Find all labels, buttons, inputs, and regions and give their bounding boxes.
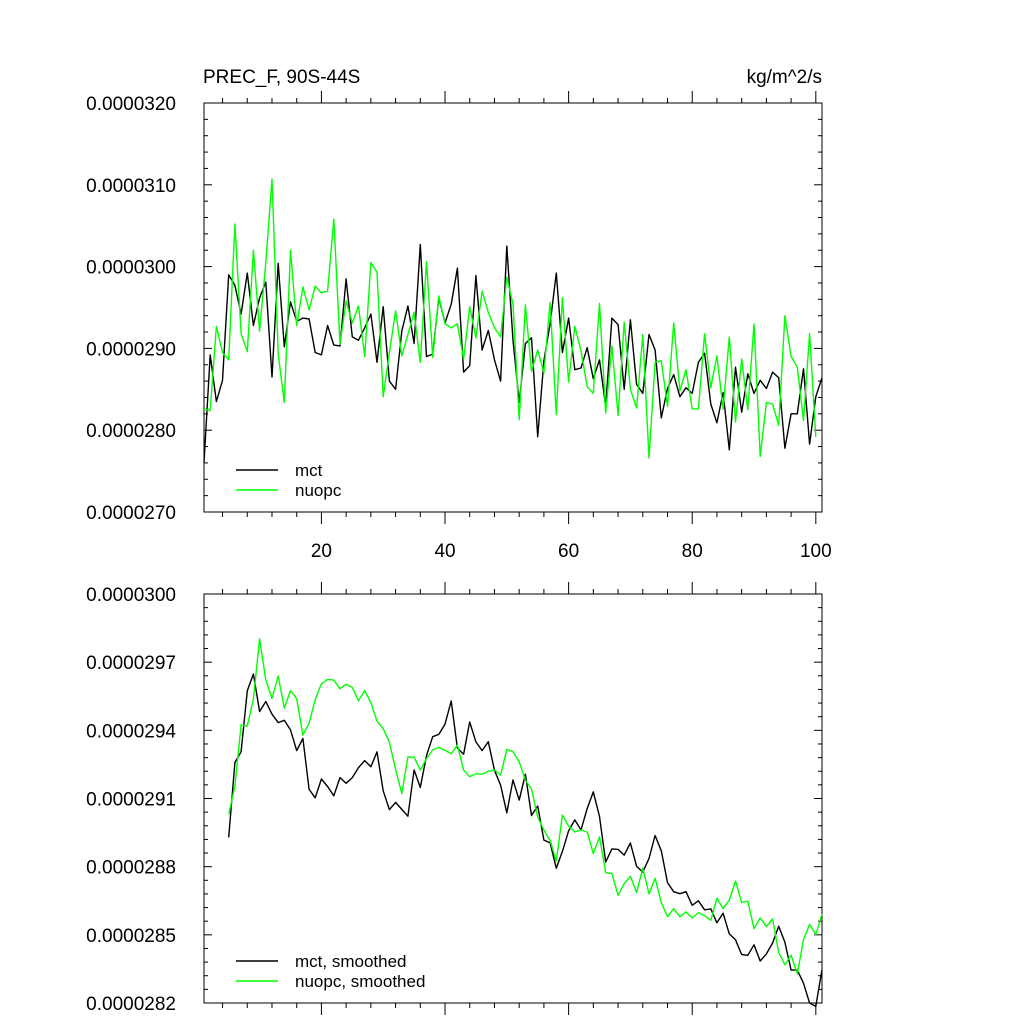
top-legend-label: mct (295, 461, 323, 480)
bottom-series-line-nuopc (228, 638, 823, 975)
bottom-y-tick-label: 0.0000285 (86, 926, 176, 947)
bottom-series-line-mct (228, 673, 823, 1008)
top-x-tick-label: 100 (800, 541, 832, 562)
top-y-tick-label: 0.0000290 (86, 339, 176, 360)
top-plot-panel: PREC_F, 90S-44S kg/m^2/s 0.00002700.0000… (86, 67, 831, 562)
bottom-legend-label: mct, smoothed (295, 952, 407, 971)
top-x-tick-label: 40 (434, 541, 455, 562)
bottom-plot-series (228, 638, 823, 1008)
bottom-y-tick-label: 0.0000291 (86, 790, 176, 811)
bottom-y-tick-label: 0.0000300 (86, 585, 176, 606)
top-y-tick-label: 0.0000310 (86, 176, 176, 197)
top-x-tick-label: 60 (558, 541, 579, 562)
bottom-y-tick-label: 0.0000282 (86, 994, 176, 1015)
top-y-tick-label: 0.0000320 (86, 94, 176, 115)
top-plot-units: kg/m^2/s (747, 67, 822, 88)
bottom-plot-axes: 0.0000282 0.0000285 0.0000288 0.0000291 0.00… (86, 582, 823, 1015)
top-y-tick-label: 0.0000280 (86, 421, 176, 442)
top-plot-axes: 0.0000270 0.0000280 0.0000290 0.0000300 0.00… (86, 91, 832, 562)
top-legend-label: nuopc (295, 481, 342, 500)
bottom-legend-label: nuopc, smoothed (295, 972, 425, 991)
bottom-y-tick-label: 0.0000294 (86, 721, 176, 742)
top-plot-title: PREC_F, 90S-44S (203, 67, 360, 88)
top-x-tick-label: 20 (311, 541, 332, 562)
bottom-y-tick-label: 0.0000288 (86, 858, 176, 879)
top-series-line-nuopc (203, 178, 817, 459)
top-plot-series (203, 178, 823, 463)
bottom-plot-panel: 0.0000282 0.0000285 0.0000288 0.0000291 0.00… (86, 582, 823, 1015)
top-series-line-mct (203, 243, 823, 463)
top-y-tick-label: 0.0000270 (86, 503, 176, 524)
top-y-tick-label: 0.0000300 (86, 258, 176, 279)
top-x-tick-label: 80 (682, 541, 703, 562)
bottom-y-tick-label: 0.0000297 (86, 653, 176, 674)
top-plot-frame (203, 102, 823, 513)
